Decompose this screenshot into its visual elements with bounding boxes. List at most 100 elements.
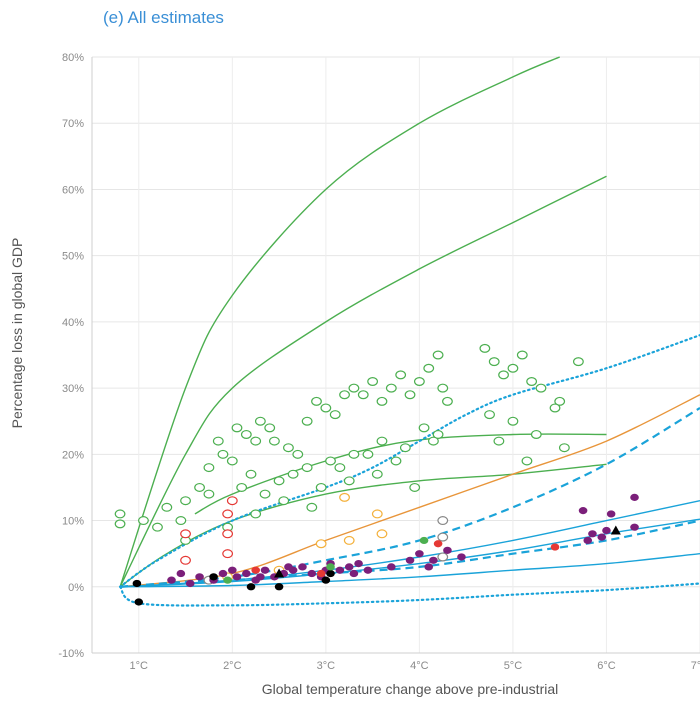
- series-curve: [120, 553, 700, 588]
- data-point: [226, 456, 238, 466]
- data-point: [254, 416, 266, 426]
- data-point: [321, 576, 331, 584]
- data-point: [325, 456, 336, 466]
- data-point: [334, 463, 346, 473]
- data-point: [194, 482, 205, 492]
- data-point: [316, 569, 326, 578]
- data-point: [339, 390, 350, 400]
- data-point: [203, 463, 215, 473]
- data-point: [283, 443, 294, 453]
- series-curve: [119, 56, 560, 588]
- chart-title: (e) All estimates: [103, 8, 224, 27]
- data-point: [516, 350, 528, 360]
- data-point: [222, 549, 234, 559]
- data-point: [349, 569, 359, 578]
- data-point: [554, 396, 566, 406]
- data-point: [203, 489, 215, 499]
- data-point: [180, 496, 191, 506]
- data-point: [348, 449, 360, 459]
- data-point: [550, 543, 560, 551]
- data-point: [424, 563, 434, 571]
- data-point: [488, 357, 500, 367]
- y-tick-label: 50%: [62, 251, 84, 263]
- y-tick-label: 0%: [68, 582, 84, 594]
- data-point: [256, 573, 265, 581]
- data-point: [437, 532, 449, 542]
- data-point: [530, 429, 542, 439]
- data-point: [287, 469, 299, 479]
- data-point: [558, 443, 570, 453]
- data-point: [335, 566, 345, 574]
- data-point: [134, 598, 144, 606]
- data-point: [404, 390, 416, 400]
- data-point: [242, 569, 251, 578]
- data-point: [437, 516, 449, 526]
- data-point: [371, 469, 383, 479]
- data-point: [246, 583, 256, 591]
- data-point: [274, 568, 285, 578]
- data-point: [161, 502, 173, 512]
- data-point: [284, 563, 293, 571]
- y-tick-label: 60%: [62, 184, 84, 196]
- data-point: [376, 436, 388, 446]
- data-point: [218, 569, 228, 578]
- data-point: [376, 396, 388, 406]
- data-point: [354, 560, 363, 568]
- x-tick-label: 6°C: [597, 660, 616, 672]
- data-point: [348, 383, 360, 393]
- data-point: [371, 509, 383, 519]
- data-point: [343, 476, 355, 486]
- data-point: [226, 496, 238, 506]
- data-point: [415, 550, 424, 558]
- y-tick-label: 20%: [62, 449, 84, 461]
- series-curve: [119, 334, 700, 588]
- x-tick-label: 1°C: [130, 660, 149, 672]
- data-point: [176, 569, 186, 578]
- data-point: [535, 383, 547, 393]
- x-tick-label: 3°C: [317, 660, 336, 672]
- data-point: [479, 343, 491, 353]
- data-point: [250, 509, 262, 519]
- data-point: [507, 416, 519, 426]
- data-point: [437, 383, 449, 393]
- x-axis-title: Global temperature change above pre-indu…: [262, 681, 559, 697]
- y-tick-label: 70%: [62, 118, 84, 130]
- data-point: [423, 363, 435, 373]
- data-point: [362, 449, 374, 459]
- data-point: [457, 553, 466, 561]
- data-point: [429, 556, 438, 564]
- y-tick-label: 40%: [62, 317, 84, 329]
- data-point: [167, 576, 176, 584]
- data-point: [437, 552, 449, 562]
- y-tick-label: -10%: [58, 648, 84, 660]
- data-point: [209, 573, 218, 581]
- data-point: [493, 436, 505, 446]
- data-point: [195, 573, 204, 581]
- data-point: [269, 436, 280, 446]
- series-curve: [120, 519, 700, 588]
- data-point: [264, 423, 276, 433]
- axes: [91, 57, 700, 654]
- data-point: [212, 436, 224, 446]
- data-point: [387, 563, 396, 571]
- data-point: [549, 403, 561, 413]
- data-point: [432, 429, 444, 439]
- data-point: [311, 396, 322, 406]
- data-point: [597, 533, 607, 541]
- data-point: [278, 496, 290, 506]
- data-point: [329, 410, 341, 420]
- data-point: [301, 416, 313, 426]
- data-point: [526, 376, 538, 386]
- data-point: [292, 449, 304, 459]
- data-point: [260, 566, 270, 574]
- data-point: [307, 569, 317, 578]
- data-point: [298, 563, 307, 571]
- data-point: [357, 390, 369, 400]
- y-axis-title: Percentage loss in global GDP: [9, 238, 25, 429]
- data-point: [498, 370, 509, 380]
- tick-labels: -10% 0% 10% 20% 30% 40% 50% 60% 70% 80% 1°C 2°C 3°C 4…: [58, 52, 700, 672]
- data-point: [114, 519, 126, 529]
- data-point: [602, 526, 611, 535]
- data-point: [583, 536, 593, 545]
